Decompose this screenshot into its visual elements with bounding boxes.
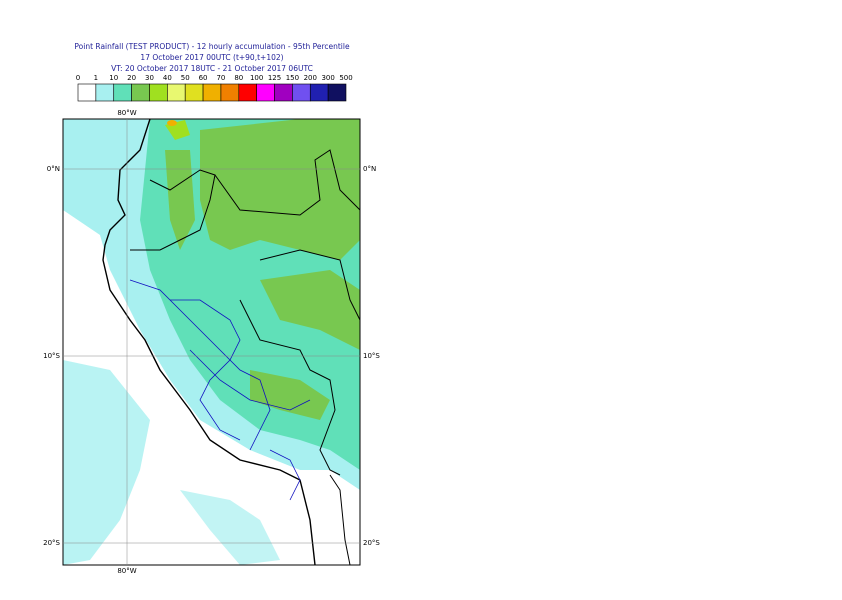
legend-label: 70 xyxy=(216,74,225,82)
legend-swatch xyxy=(220,83,240,102)
rainfall-field xyxy=(63,119,360,565)
borders xyxy=(102,118,361,566)
legend-label: 500 xyxy=(339,74,352,82)
lat-label: 20°S xyxy=(43,539,60,547)
legend-swatch xyxy=(95,83,115,102)
legend: 0 1 10 20 30 40 50 60 70 80 100 125 150 200 300 500 xyxy=(76,74,353,102)
legend-label: 1 xyxy=(94,74,98,82)
legend-swatch xyxy=(113,83,132,102)
legend-label: 60 xyxy=(199,74,208,82)
legend-swatch xyxy=(292,83,311,102)
lat-label: 10°S xyxy=(43,352,60,360)
legend-label: 30 xyxy=(145,74,154,82)
legend-swatch xyxy=(202,83,222,102)
legend-label: 150 xyxy=(286,74,299,82)
lat-label: 0°N xyxy=(363,165,376,173)
legend-label: 100 xyxy=(250,74,263,82)
graticule xyxy=(63,119,360,565)
valid-time: VT: 20 October 2017 18UTC - 21 October 2… xyxy=(111,64,313,73)
legend-label: 80 xyxy=(234,74,243,82)
legend-label: 20 xyxy=(127,74,136,82)
legend-label: 125 xyxy=(268,74,281,82)
legend-swatch xyxy=(149,83,168,102)
legend-swatch xyxy=(327,83,347,102)
legend-swatch xyxy=(256,83,275,102)
lat-label: 20°S xyxy=(363,539,380,547)
legend-swatch xyxy=(77,83,97,102)
legend-label: 0 xyxy=(76,74,80,82)
legend-swatch xyxy=(167,83,186,102)
map-frame xyxy=(62,118,361,566)
regions xyxy=(129,279,311,501)
legend-label: 50 xyxy=(181,74,190,82)
title: Point Rainfall (TEST PRODUCT) - 12 hourl… xyxy=(74,42,350,51)
lon-label: 80°W xyxy=(117,567,136,575)
legend-label: 10 xyxy=(109,74,118,82)
legend-label: 300 xyxy=(321,74,334,82)
lon-label: 80°W xyxy=(117,109,136,117)
legend-swatch xyxy=(309,83,329,102)
legend-swatch xyxy=(238,83,257,102)
legend-swatch xyxy=(131,83,150,102)
base-time: 17 October 2017 00UTC (t+90,t+102) xyxy=(140,53,283,62)
legend-label: 40 xyxy=(163,74,172,82)
legend-swatch xyxy=(274,83,293,102)
lat-label: 10°S xyxy=(363,352,380,360)
legend-label: 200 xyxy=(304,74,317,82)
lat-label: 0°N xyxy=(47,165,60,173)
legend-swatch xyxy=(184,83,204,102)
